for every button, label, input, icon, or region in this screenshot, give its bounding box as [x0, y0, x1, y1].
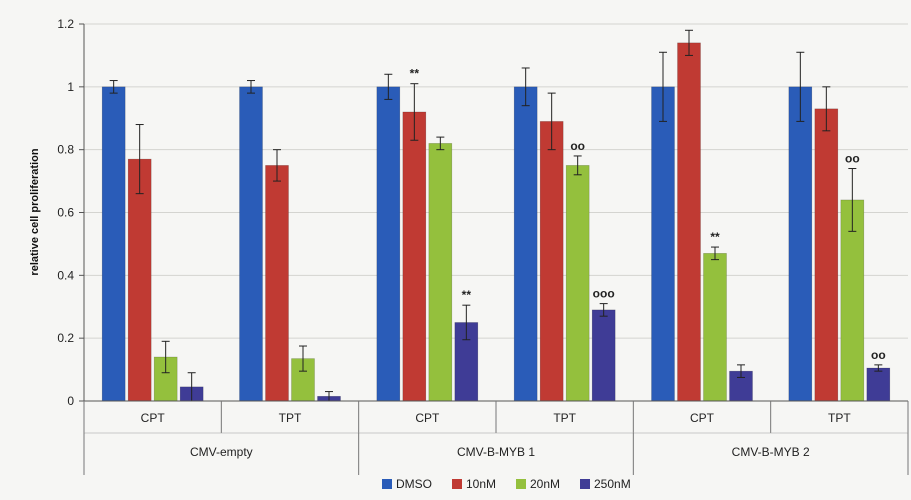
legend-swatch-10nm [452, 479, 462, 489]
y-tick-label: 0.4 [57, 268, 74, 282]
bar-dmso-1 [239, 86, 263, 402]
significance-marker: oo [871, 348, 886, 362]
legend-swatch-dmso [382, 479, 392, 489]
x-tick-label: CPT [690, 411, 715, 425]
bar-dmso-2 [376, 86, 401, 402]
axis-layer: 0 0.2 0.4 0.6 0.8 1 1.2 CPT TPT CPT TPT CPT TPT CMV-e… [57, 17, 909, 475]
group-label: CMV-B-MYB 2 [732, 445, 810, 459]
bar-10nm-4 [677, 42, 701, 402]
legend: DMSO 10nM 20nM 250nM [382, 477, 631, 491]
x-tick-label: CPT [141, 411, 166, 425]
group-label: CMV-B-MYB 1 [457, 445, 535, 459]
y-tick-label: 1.2 [57, 17, 74, 31]
bars-layer [101, 29, 891, 402]
bar-10nm-1 [265, 165, 289, 402]
bar-20nm-2 [428, 143, 453, 402]
significance-marker: ** [710, 230, 720, 244]
significance-marker: ** [410, 67, 420, 81]
bar-20nm-4 [703, 253, 727, 402]
legend-label: 10nM [466, 477, 496, 491]
y-axis-label: relative cell proliferation [29, 148, 41, 275]
bar-10nm-0 [127, 158, 152, 402]
legend-label: DMSO [396, 477, 432, 491]
significance-marker: oo [570, 139, 585, 153]
significance-marker: ooo [593, 287, 615, 301]
bar-dmso-0 [101, 86, 126, 402]
y-tick-label: 0.2 [57, 331, 74, 345]
legend-swatch-250nm [580, 479, 590, 489]
legend-label: 20nM [530, 477, 560, 491]
x-tick-label: TPT [279, 411, 302, 425]
x-tick-label: TPT [828, 411, 851, 425]
x-tick-label: CPT [415, 411, 440, 425]
grid-layer [84, 23, 908, 339]
y-tick-label: 0.8 [57, 143, 74, 157]
bar-dmso-4 [651, 86, 675, 402]
bar-10nm-2 [402, 111, 427, 402]
x-tick-label: TPT [553, 411, 576, 425]
y-tick-label: 0 [67, 394, 74, 408]
bar-dmso-5 [788, 86, 813, 402]
significance-marker: ** [462, 288, 472, 302]
y-tick-label: 0.6 [57, 206, 74, 220]
bar-10nm-3 [539, 121, 564, 402]
legend-swatch-20nm [516, 479, 526, 489]
significance-marker: oo [845, 152, 860, 166]
bar-20nm-3 [565, 165, 590, 402]
bar-250nm-3 [591, 309, 616, 402]
group-label: CMV-empty [190, 445, 253, 459]
bar-250nm-5 [866, 367, 891, 402]
y-tick-label: 1 [67, 80, 74, 94]
bar-dmso-3 [513, 86, 538, 402]
legend-label: 250nM [594, 477, 631, 491]
bar-10nm-5 [814, 108, 839, 402]
